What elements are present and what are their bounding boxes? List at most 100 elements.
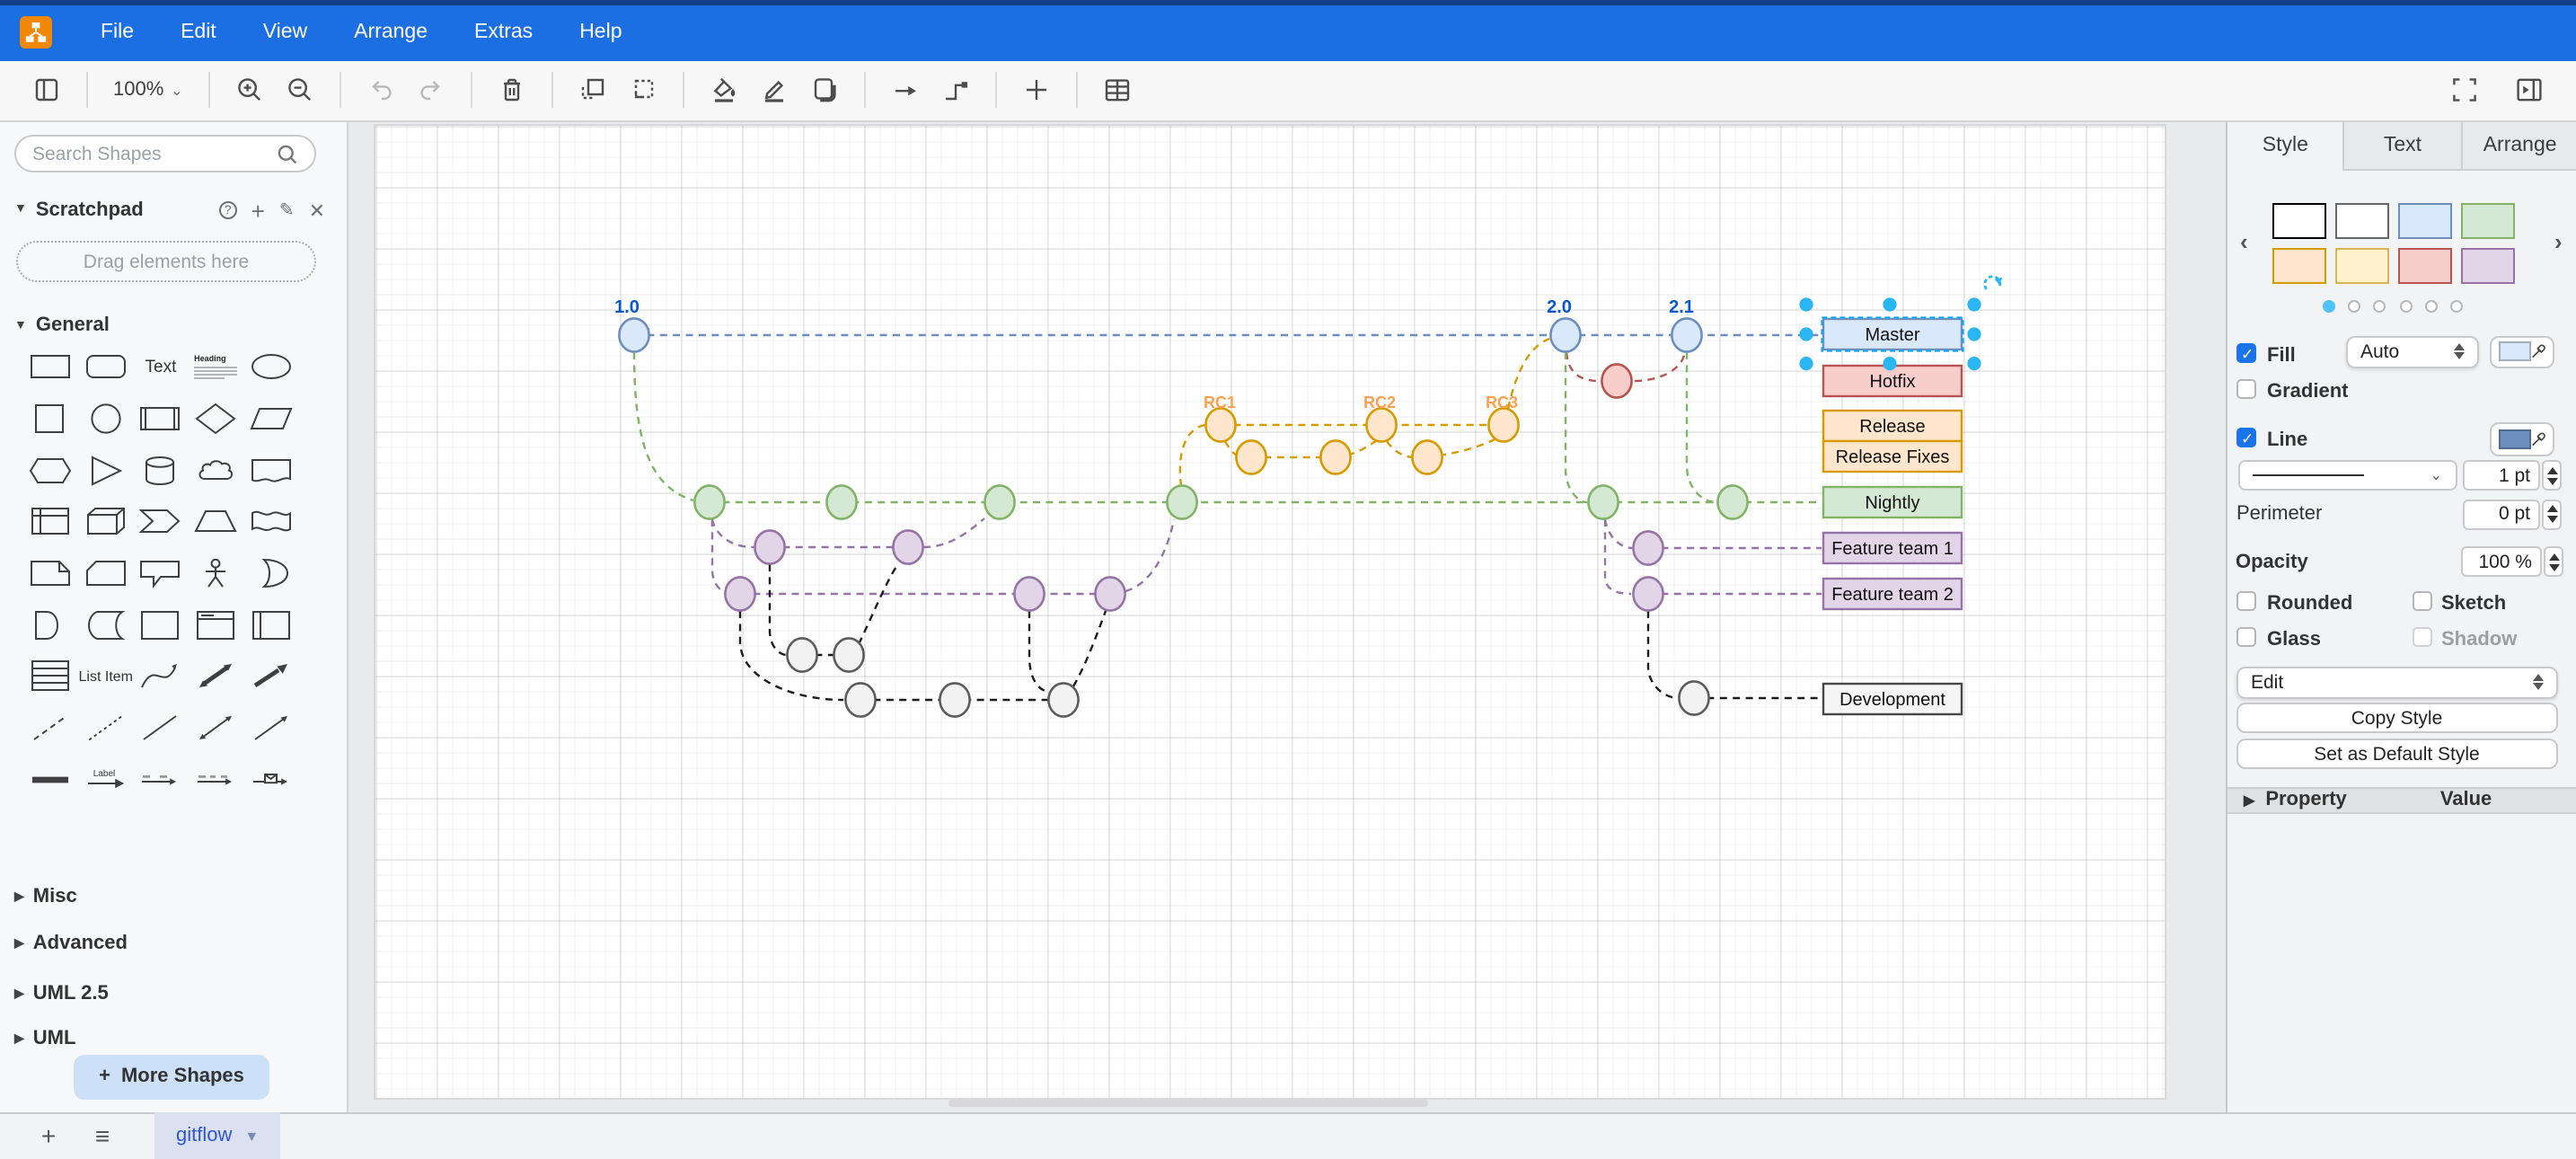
shape-trapezoid[interactable]: [189, 496, 243, 547]
preset-page-dot[interactable]: [2424, 299, 2438, 312]
toolbar-insert-button[interactable]: [1020, 70, 1053, 110]
shape-card[interactable]: [78, 548, 133, 599]
shape-or[interactable]: [243, 548, 298, 599]
style-preset-swatch[interactable]: [2272, 202, 2325, 238]
shape-arrow-with-label[interactable]: Label: [78, 754, 133, 805]
shape-circle[interactable]: [78, 393, 133, 444]
shape-tape[interactable]: [243, 496, 298, 547]
style-preset-swatch[interactable]: [2398, 202, 2451, 238]
toolbar-shadow-button[interactable]: [808, 70, 841, 110]
opacity-stepper[interactable]: [2544, 546, 2563, 577]
tab-arrange[interactable]: Arrange: [2462, 121, 2576, 171]
close-scratchpad-icon[interactable]: ✕: [308, 200, 325, 222]
shape-data-storage[interactable]: [78, 599, 133, 650]
section-uml-2-5[interactable]: ▶ UML 2.5: [14, 982, 109, 1004]
line-checkbox[interactable]: [2236, 428, 2256, 448]
style-preset-swatch[interactable]: [2461, 247, 2514, 283]
shape-arrow[interactable]: [243, 650, 298, 702]
section-uml[interactable]: ▶ UML: [14, 1028, 76, 1049]
shape-curve[interactable]: [133, 650, 188, 702]
shape-textbox[interactable]: Heading: [189, 341, 243, 393]
shape-rounded-rectangle[interactable]: [78, 341, 133, 393]
toolbar-waypoints-button[interactable]: [940, 70, 972, 110]
style-preset-swatch[interactable]: [2335, 202, 2388, 238]
shape-internal-storage[interactable]: [23, 496, 78, 547]
menu-file[interactable]: File: [101, 22, 135, 44]
scratchpad-dropzone[interactable]: Drag elements here: [16, 241, 316, 282]
tab-text[interactable]: Text: [2344, 121, 2463, 171]
toolbar-delete-button[interactable]: [496, 70, 528, 110]
shape-connector-3[interactable]: [189, 754, 243, 805]
line-width-input[interactable]: 1 pt: [2463, 460, 2539, 491]
toolbar-zoom-in-button[interactable]: [234, 70, 266, 110]
shape-list[interactable]: [23, 650, 78, 702]
menu-edit[interactable]: Edit: [181, 22, 216, 44]
perimeter-stepper[interactable]: [2542, 499, 2562, 529]
shape-triangle[interactable]: [78, 445, 133, 496]
menu-arrange[interactable]: Arrange: [354, 22, 428, 44]
shape-bidirectional-arrow[interactable]: [189, 650, 243, 702]
fill-color-button[interactable]: [2490, 335, 2554, 368]
style-prev-icon[interactable]: ‹: [2240, 227, 2248, 254]
more-shapes-button[interactable]: + More Shapes: [74, 1054, 269, 1099]
zoom-dropdown[interactable]: 100% ⌄: [113, 79, 183, 101]
preset-page-dot[interactable]: [2373, 299, 2386, 312]
menu-help[interactable]: Help: [579, 22, 622, 44]
shape-container[interactable]: [133, 599, 188, 650]
shape-line[interactable]: [133, 703, 188, 754]
toolbar-redo-button[interactable]: [415, 70, 447, 110]
shape-cube[interactable]: [78, 496, 133, 547]
line-width-stepper[interactable]: [2542, 460, 2562, 491]
glass-checkbox[interactable]: [2236, 627, 2255, 647]
opacity-input[interactable]: 100 %: [2461, 546, 2541, 577]
style-next-icon[interactable]: ›: [2554, 227, 2563, 254]
shape-callout[interactable]: [133, 548, 188, 599]
section-misc[interactable]: ▶ Misc: [14, 886, 77, 907]
toolbar-zoom-out-button[interactable]: [284, 70, 316, 110]
toolbar-edit-style-button[interactable]: [758, 70, 790, 110]
shape-document[interactable]: [243, 445, 298, 496]
edit-style-select[interactable]: Edit: [2236, 667, 2557, 698]
edit-scratchpad-icon[interactable]: ✎: [278, 200, 295, 220]
copy-style-button[interactable]: Copy Style: [2236, 703, 2557, 733]
horizontal-scrollbar[interactable]: [948, 1099, 1428, 1107]
tab-style[interactable]: Style: [2228, 121, 2345, 171]
shape-directional-connector[interactable]: [243, 703, 298, 754]
shape-bidirectional-connector[interactable]: [189, 703, 243, 754]
line-color-button[interactable]: [2490, 422, 2554, 456]
section-advanced[interactable]: ▶ Advanced: [14, 933, 128, 954]
gradient-checkbox[interactable]: [2236, 379, 2256, 399]
shape-vertical-container[interactable]: [243, 599, 298, 650]
toolbar-toggle-outline-button[interactable]: [31, 70, 63, 110]
shape-connector-envelope[interactable]: [243, 754, 298, 805]
toolbar-format-panel-button[interactable]: [2513, 70, 2545, 110]
canvas-area[interactable]: [348, 121, 2226, 1112]
shape-process[interactable]: [133, 393, 188, 444]
toolbar-fullscreen-button[interactable]: [2448, 70, 2481, 110]
style-preset-swatch[interactable]: [2335, 247, 2388, 283]
shape-diamond[interactable]: [189, 393, 243, 444]
fill-mode-select[interactable]: Auto: [2346, 335, 2479, 368]
style-preset-swatch[interactable]: [2461, 202, 2514, 238]
shape-link[interactable]: [23, 754, 78, 805]
shape-list-item[interactable]: List Item: [78, 668, 133, 685]
shape-dashed-line[interactable]: [23, 703, 78, 754]
shape-actor[interactable]: [189, 548, 243, 599]
section-general[interactable]: ▼ General: [14, 314, 110, 336]
shape-ellipse[interactable]: [243, 341, 298, 393]
property-value-header[interactable]: ▶ Property Value: [2228, 786, 2576, 813]
menu-view[interactable]: View: [262, 22, 308, 44]
rounded-checkbox[interactable]: [2236, 591, 2255, 611]
shape-connector-2[interactable]: [133, 754, 188, 805]
page-tab-gitflow[interactable]: gitflow ▼: [154, 1112, 281, 1159]
perimeter-input[interactable]: 0 pt: [2463, 499, 2539, 529]
toolbar-fill-color-button[interactable]: [708, 70, 740, 110]
shape-frame[interactable]: [189, 599, 243, 650]
search-shapes-input[interactable]: Search Shapes: [14, 135, 316, 173]
toolbar-connection-button[interactable]: [889, 70, 922, 110]
shape-parallelogram[interactable]: [243, 393, 298, 444]
drawio-logo-icon[interactable]: [20, 16, 52, 49]
style-preset-swatch[interactable]: [2272, 247, 2325, 283]
shape-note[interactable]: [23, 548, 78, 599]
drawing-page[interactable]: [375, 125, 2164, 1097]
